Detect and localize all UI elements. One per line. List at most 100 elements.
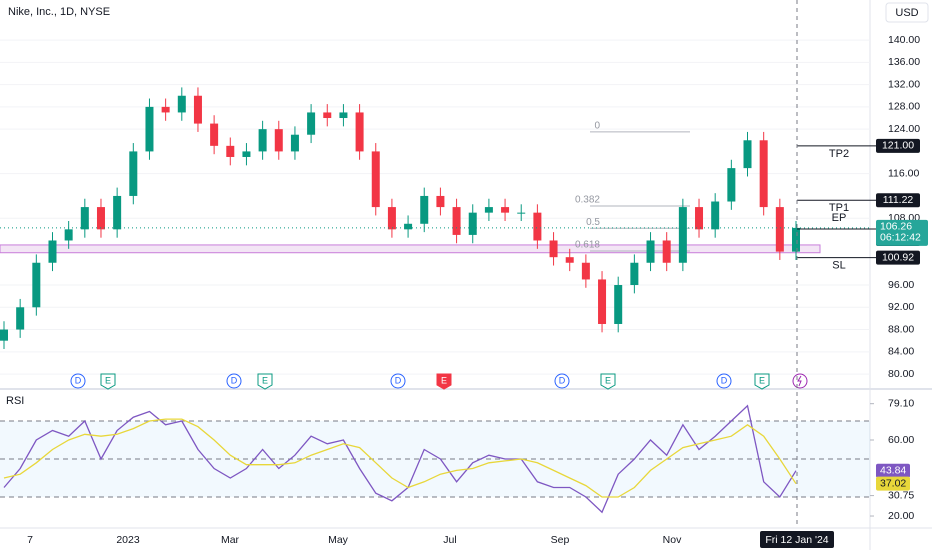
rsi-badge: [876, 463, 910, 478]
cursor-date-badge: [760, 531, 834, 548]
candle-body: [436, 195, 445, 208]
symbol-title: Nike, Inc., 1D, NYSE: [8, 6, 110, 18]
candle-body: [533, 212, 542, 241]
x-tick-label: Mar: [221, 534, 240, 546]
y-tick-label: 92.00: [888, 301, 914, 313]
candle-body: [48, 240, 57, 263]
y-tick-label: 124.00: [888, 123, 920, 135]
candle-body: [64, 229, 73, 241]
y-tick-label: 132.00: [888, 78, 920, 90]
event-label: E: [605, 375, 611, 385]
y-tick-label: 79.10: [888, 397, 914, 409]
event-label: E: [262, 375, 268, 385]
candle-body: [32, 262, 41, 308]
x-tick-label: 2023: [116, 534, 140, 546]
candle-body: [775, 207, 784, 252]
event-dividend: [226, 373, 242, 389]
candle-body: [96, 207, 105, 230]
candle-body: [80, 207, 89, 230]
candle-body: [484, 207, 493, 213]
rsi-badge-label: 43.84: [880, 464, 906, 476]
candle-body: [177, 95, 186, 113]
rsi-line: [3, 418, 797, 498]
event-label: D: [721, 375, 728, 385]
candle-body: [307, 112, 316, 135]
rsi-badge-label: 37.02: [880, 477, 906, 489]
event-earnings: [257, 373, 273, 390]
candle-body: [420, 195, 429, 224]
level-name: EP: [832, 212, 847, 224]
event-dividend: [554, 373, 570, 389]
price-badge-label: 106.26: [880, 221, 912, 233]
x-tick-label: May: [328, 534, 349, 546]
candle-body: [614, 285, 623, 324]
y-tick-label: 84.00: [888, 346, 914, 358]
x-tick-label: Sep: [551, 534, 570, 546]
candle-body: [339, 112, 348, 119]
candle-body: [226, 145, 235, 157]
y-tick-label: 20.00: [888, 510, 914, 522]
candle-body: [113, 195, 122, 230]
level-badge: [876, 193, 920, 208]
candle-body: [468, 212, 477, 235]
y-tick-label: 88.00: [888, 323, 914, 335]
level-badge-label: 111.22: [883, 194, 914, 206]
event-earnings: [100, 373, 116, 390]
candle-body: [323, 112, 332, 119]
countdown: 06:12:42: [880, 232, 921, 244]
support-zone: [0, 244, 821, 254]
candle-body: [242, 151, 251, 157]
candle-body: [387, 207, 396, 230]
candle-body: [274, 129, 283, 152]
x-tick-label: Jul: [443, 534, 456, 546]
y-tick-label: 30.75: [888, 489, 914, 501]
candle-body: [695, 207, 704, 230]
level-badge-label: 100.92: [882, 251, 914, 263]
candle-body: [662, 240, 671, 263]
candle-body: [193, 95, 202, 124]
currency-button[interactable]: [885, 2, 929, 23]
candle-body: [371, 151, 380, 208]
event-label: D: [559, 375, 566, 385]
rsi-line: [3, 404, 797, 514]
event-earnings: [600, 373, 616, 390]
candle-body: [517, 212, 526, 214]
y-tick-label: 116.00: [888, 167, 919, 179]
fib-label: 0: [594, 121, 600, 132]
candle-body: [549, 240, 558, 258]
event-dividend: [716, 373, 732, 389]
y-tick-label: 140.00: [888, 34, 920, 46]
x-tick-label: 7: [27, 534, 33, 546]
candle-body: [630, 262, 639, 286]
level-badge: [876, 250, 920, 265]
event-earnings: [754, 373, 770, 390]
x-tick-label: Nov: [663, 534, 682, 546]
currency-label[interactable]: USD: [895, 7, 918, 19]
candle-body: [727, 168, 736, 202]
event-label: E: [759, 375, 765, 385]
candle-body: [565, 257, 574, 263]
level-name: TP2: [829, 148, 849, 160]
candle-body: [404, 223, 413, 230]
y-tick-label: 128.00: [888, 101, 920, 113]
candle-body: [0, 329, 8, 341]
candle-body: [161, 106, 170, 113]
candle-body: [210, 123, 219, 146]
y-tick-label: 80.00: [888, 368, 914, 380]
fib-label: 0.618: [575, 240, 600, 251]
candle-body: [290, 134, 299, 152]
candle-body: [145, 106, 154, 152]
candle-body: [501, 207, 510, 213]
event-label: D: [75, 375, 82, 385]
candle-body: [743, 140, 752, 169]
candle-body: [129, 151, 138, 196]
y-tick-label: 60.00: [888, 434, 914, 446]
event-label: D: [231, 375, 238, 385]
candle-body: [355, 112, 364, 152]
event-label: E: [441, 375, 447, 385]
y-tick-label: 96.00: [888, 279, 914, 291]
candle-body: [646, 240, 655, 263]
candle-body: [678, 207, 687, 263]
